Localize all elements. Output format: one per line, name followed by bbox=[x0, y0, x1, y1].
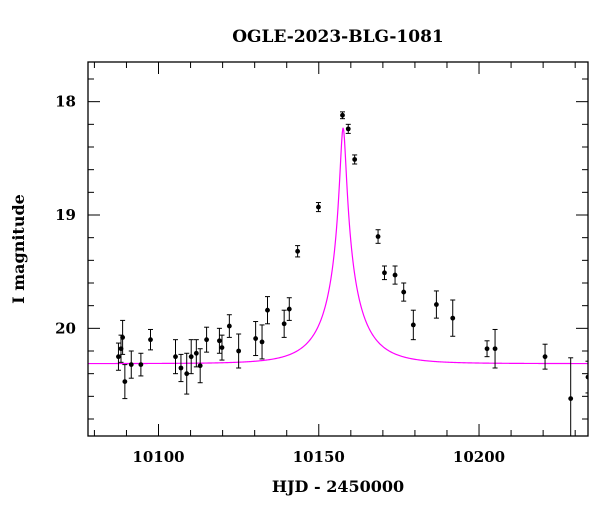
data-point bbox=[375, 229, 381, 244]
data-point bbox=[173, 339, 178, 375]
data-point bbox=[219, 334, 225, 361]
data-marker bbox=[236, 348, 242, 354]
y-tick-label: 19 bbox=[55, 206, 76, 224]
data-marker bbox=[410, 322, 416, 328]
data-point bbox=[253, 321, 259, 357]
data-marker bbox=[345, 126, 351, 132]
plot-clip-group bbox=[88, 111, 588, 436]
y-axis-label: I magnitude bbox=[9, 194, 28, 304]
data-point bbox=[193, 339, 199, 368]
data-point bbox=[450, 299, 456, 337]
data-marker bbox=[197, 363, 203, 369]
data-point bbox=[120, 319, 126, 355]
data-point bbox=[433, 290, 439, 319]
model-curve bbox=[88, 127, 588, 365]
data-point bbox=[259, 324, 265, 360]
data-marker bbox=[392, 272, 398, 278]
data-point bbox=[264, 296, 270, 325]
data-point bbox=[236, 333, 242, 369]
data-marker bbox=[450, 315, 456, 321]
data-marker bbox=[568, 396, 574, 401]
plot-area bbox=[88, 111, 588, 436]
data-point bbox=[226, 314, 232, 338]
data-point bbox=[492, 328, 498, 369]
data-point bbox=[286, 297, 292, 321]
data-point bbox=[197, 348, 203, 384]
data-marker bbox=[204, 337, 209, 343]
x-axis-label: HJD - 2450000 bbox=[272, 477, 404, 496]
data-marker bbox=[120, 335, 126, 340]
data-marker bbox=[375, 234, 381, 239]
data-point bbox=[392, 265, 398, 285]
data-point bbox=[216, 327, 222, 354]
y-tick-label: 18 bbox=[55, 93, 76, 111]
data-marker bbox=[128, 362, 134, 367]
data-point bbox=[410, 309, 416, 341]
data-marker bbox=[265, 307, 270, 313]
data-marker bbox=[226, 323, 232, 329]
data-point bbox=[148, 328, 153, 351]
data-marker bbox=[219, 345, 225, 350]
data-marker bbox=[492, 346, 498, 352]
data-marker bbox=[184, 371, 190, 377]
axis-ticks: 10100 10150 10200 18 19 20 bbox=[55, 62, 588, 466]
data-point bbox=[128, 350, 134, 379]
data-point bbox=[281, 309, 287, 338]
x-tick-label: 10150 bbox=[293, 448, 345, 466]
data-marker bbox=[401, 289, 407, 295]
data-point bbox=[568, 357, 574, 436]
data-point bbox=[204, 326, 210, 353]
x-tick-label: 10200 bbox=[453, 448, 505, 466]
data-point bbox=[352, 154, 358, 165]
data-marker bbox=[138, 362, 144, 367]
data-point bbox=[381, 265, 387, 281]
plot-frame bbox=[87, 61, 589, 437]
data-marker bbox=[286, 306, 292, 312]
data-marker bbox=[148, 337, 153, 343]
data-marker bbox=[173, 354, 178, 360]
data-point bbox=[345, 123, 351, 134]
data-marker bbox=[253, 336, 259, 341]
data-marker bbox=[542, 354, 548, 360]
data-marker bbox=[340, 112, 345, 118]
data-point bbox=[188, 339, 194, 375]
data-marker bbox=[259, 339, 265, 345]
data-marker bbox=[433, 302, 439, 307]
data-marker bbox=[217, 338, 222, 344]
data-point bbox=[295, 245, 301, 258]
x-tick-label: 10100 bbox=[132, 448, 184, 466]
data-point bbox=[184, 352, 190, 395]
data-marker bbox=[193, 350, 199, 356]
data-marker bbox=[382, 270, 387, 276]
data-point bbox=[115, 342, 121, 371]
data-point bbox=[484, 340, 490, 358]
data-marker bbox=[116, 354, 121, 360]
data-point bbox=[122, 364, 128, 400]
data-marker bbox=[484, 346, 490, 352]
data-point bbox=[178, 353, 184, 383]
data-marker bbox=[316, 204, 321, 210]
data-point bbox=[401, 282, 407, 302]
data-point bbox=[315, 202, 321, 213]
data-point bbox=[542, 343, 548, 370]
data-marker bbox=[178, 365, 184, 371]
data-point bbox=[339, 111, 345, 120]
data-marker bbox=[352, 157, 358, 162]
chart-title: OGLE-2023-BLG-1081 bbox=[232, 27, 444, 47]
data-marker bbox=[188, 354, 194, 360]
y-tick-label: 20 bbox=[55, 319, 76, 337]
data-marker bbox=[122, 379, 128, 384]
data-marker bbox=[295, 248, 301, 254]
data-point bbox=[138, 352, 144, 377]
data-marker bbox=[281, 321, 287, 327]
